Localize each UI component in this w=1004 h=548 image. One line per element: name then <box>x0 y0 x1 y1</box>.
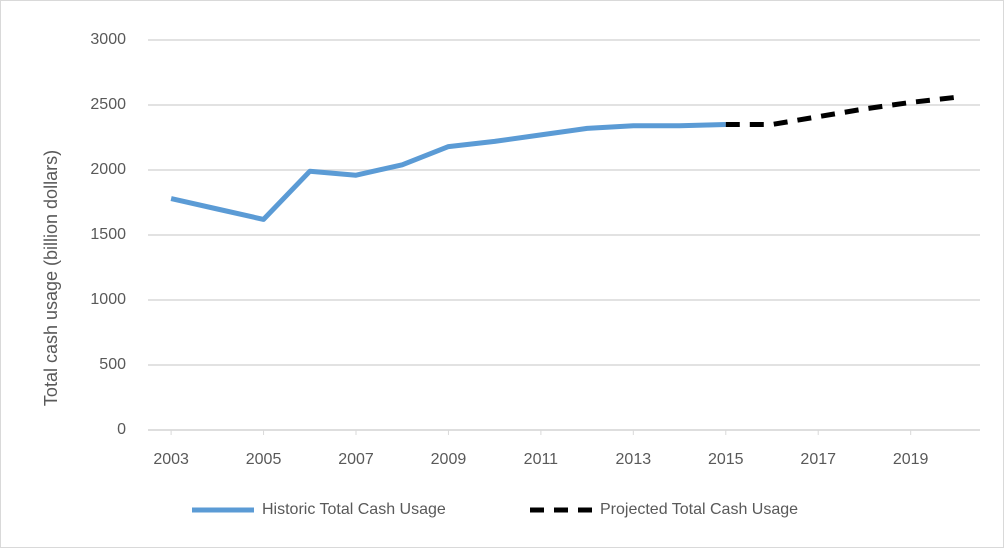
x-tick-label: 2019 <box>893 451 929 468</box>
x-tick-label: 2003 <box>153 451 189 468</box>
y-axis-label: Total cash usage (billion dollars) <box>41 150 61 406</box>
legend-label: Historic Total Cash Usage <box>262 501 446 518</box>
y-tick-label: 1000 <box>90 291 126 308</box>
x-tick-label: 2015 <box>708 451 744 468</box>
legend-label: Projected Total Cash Usage <box>600 501 798 518</box>
series-line <box>725 94 958 127</box>
y-tick-label: 2500 <box>90 96 126 113</box>
x-tick-label: 2007 <box>338 451 374 468</box>
x-tick-label: 2013 <box>616 451 652 468</box>
x-tick-label: 2009 <box>431 451 467 468</box>
y-tick-label: 0 <box>117 421 126 438</box>
x-tick-label: 2005 <box>246 451 282 468</box>
y-tick-label: 1500 <box>90 226 126 243</box>
y-tick-label: 3000 <box>90 31 126 48</box>
x-tick-label: 2017 <box>800 451 836 468</box>
x-tick-label: 2011 <box>524 451 559 468</box>
y-tick-label: 2000 <box>90 161 126 178</box>
series-line <box>170 122 726 222</box>
y-tick-label: 500 <box>99 356 126 373</box>
